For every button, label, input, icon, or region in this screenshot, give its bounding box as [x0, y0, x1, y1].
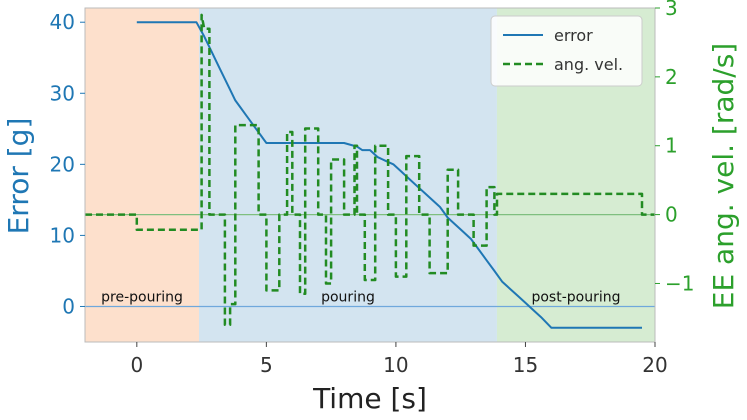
left-y-tick-label: 30 [50, 81, 75, 105]
series-line-ang-vel [85, 13, 655, 327]
left-axis-ticks: 0 10 20 30 40 [50, 10, 85, 318]
x-tick-label: 10 [383, 353, 408, 377]
phase-region-0 [85, 8, 199, 342]
x-tick-label: 0 [130, 353, 143, 377]
x-tick-label: 5 [260, 353, 273, 377]
legend-label-error: error [554, 26, 593, 45]
right-y-tick-label: 2 [665, 65, 678, 89]
right-axis-ticks: −1 0 1 2 3 [655, 0, 694, 295]
series-line-error [136, 21, 642, 329]
x-axis-label: Time [s] [312, 382, 427, 415]
right-y-tick-label: 3 [665, 0, 678, 20]
series-layer [85, 13, 655, 329]
phase-labels: pre-pouring pouring post-pouring [101, 289, 620, 305]
legend-label-ang-vel: ang. vel. [554, 55, 623, 74]
left-y-tick-label: 10 [50, 223, 75, 247]
x-axis-ticks: 0 5 10 15 20 [130, 342, 668, 377]
x-tick-label: 15 [513, 353, 538, 377]
right-y-axis-label: EE ang. vel. [rad/s] [707, 43, 740, 309]
left-y-axis-label: Error [g] [2, 118, 35, 235]
phase-label-0: pre-pouring [101, 289, 183, 305]
left-y-tick-label: 40 [50, 10, 75, 34]
legend: error ang. vel. [490, 15, 643, 87]
left-y-tick-label: 20 [50, 152, 75, 176]
phase-label-1: pouring [321, 289, 375, 305]
left-y-tick-label: 0 [62, 294, 75, 318]
phase-label-2: post-pouring [531, 289, 620, 305]
right-y-tick-label: −1 [665, 271, 694, 295]
plot-frame [84, 7, 656, 343]
right-y-tick-label: 0 [665, 203, 678, 227]
right-y-tick-label: 1 [665, 134, 678, 158]
legend-box [490, 15, 643, 87]
x-tick-label: 20 [642, 353, 667, 377]
zero-lines [85, 213, 655, 308]
